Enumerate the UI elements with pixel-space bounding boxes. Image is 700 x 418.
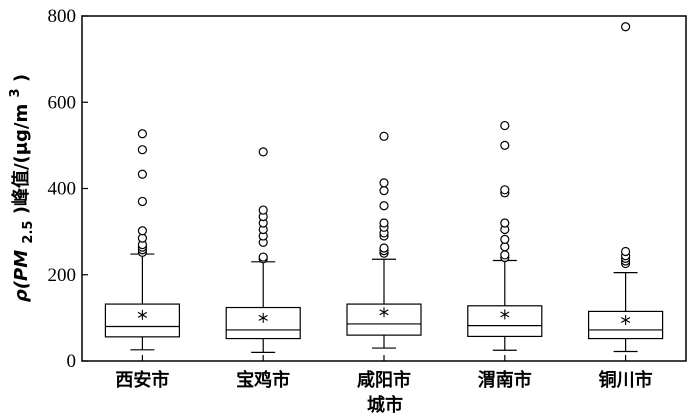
mean-marker (379, 307, 389, 318)
outlier-point (137, 196, 147, 207)
outlier-point (137, 145, 147, 155)
outlier-point (500, 218, 510, 228)
outlier-point (500, 120, 510, 131)
y-tick-label: 400 (48, 179, 77, 200)
outlier-point (379, 201, 389, 211)
y-tick-label: 0 (67, 351, 77, 372)
x-tick-label: 渭南市 (478, 369, 532, 391)
outlier-point (137, 226, 147, 236)
y-axis: 0 200 400 600 800 (48, 6, 88, 372)
box-1 (104, 129, 181, 351)
y-axis-title-sup: 3 (8, 88, 23, 97)
outlier-point (500, 185, 510, 195)
iqr-box (346, 303, 422, 336)
box-3 (346, 131, 422, 349)
x-axis: 西安市 宝鸡市 咸阳市 渭南市 铜川市 (115, 355, 653, 391)
outlier-point (379, 178, 389, 188)
x-tick-label: 西安市 (115, 369, 169, 391)
y-tick-label: 200 (48, 265, 77, 286)
mean-marker-stroke (620, 317, 631, 324)
y-tick-label: 800 (48, 6, 77, 27)
outlier-point (137, 129, 147, 139)
box-5 (587, 22, 664, 353)
outlier-point (258, 252, 268, 262)
iqr-box (104, 303, 181, 338)
box-4 (467, 120, 543, 351)
outlier-point (379, 186, 389, 196)
iqr-box (225, 306, 301, 340)
y-axis-title-suffix: ) (11, 74, 32, 82)
outlier-point (379, 131, 389, 141)
outlier-point (500, 250, 510, 260)
mean-marker (137, 309, 148, 320)
x-axis-title: 城市 (367, 394, 403, 416)
mean-marker-stroke (379, 309, 389, 316)
outlier-point (500, 234, 510, 244)
outlier-point (258, 205, 268, 215)
mean-marker-stroke (258, 314, 268, 321)
mean-marker-stroke (500, 311, 510, 318)
outlier-point (379, 218, 389, 228)
mean-marker (500, 309, 510, 320)
y-axis-title-mid: )峰值/(μg/m (10, 104, 32, 215)
outlier-point (137, 169, 147, 179)
y-axis-title-prefix: ρ(PM (11, 250, 32, 302)
x-tick-label: 铜川市 (599, 369, 653, 391)
mean-marker (258, 312, 268, 323)
boxes (104, 22, 664, 353)
x-tick-label: 咸阳市 (357, 369, 411, 391)
outlier-point (500, 140, 510, 150)
box-2 (225, 147, 301, 353)
y-tick-label: 600 (48, 92, 77, 113)
outlier-point (379, 243, 389, 253)
mean-marker-stroke (137, 311, 148, 318)
x-tick-label: 宝鸡市 (236, 369, 290, 391)
y-axis-title: ρ(PM 2.5 )峰值/(μg/m 3 ) (3, 74, 37, 302)
y-axis-title-sub: 2.5 (21, 221, 36, 244)
outlier-point (620, 246, 631, 257)
outlier-point (620, 22, 631, 32)
mean-marker (620, 315, 631, 326)
outlier-point (258, 147, 268, 157)
